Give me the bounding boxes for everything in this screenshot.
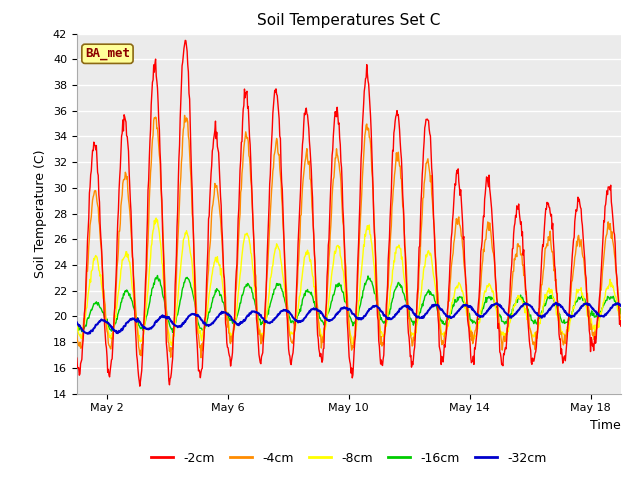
- Legend: -2cm, -4cm, -8cm, -16cm, -32cm: -2cm, -4cm, -8cm, -16cm, -32cm: [146, 447, 552, 469]
- Title: Soil Temperatures Set C: Soil Temperatures Set C: [257, 13, 440, 28]
- Text: BA_met: BA_met: [85, 48, 130, 60]
- Y-axis label: Soil Temperature (C): Soil Temperature (C): [35, 149, 47, 278]
- X-axis label: Time: Time: [590, 419, 621, 432]
